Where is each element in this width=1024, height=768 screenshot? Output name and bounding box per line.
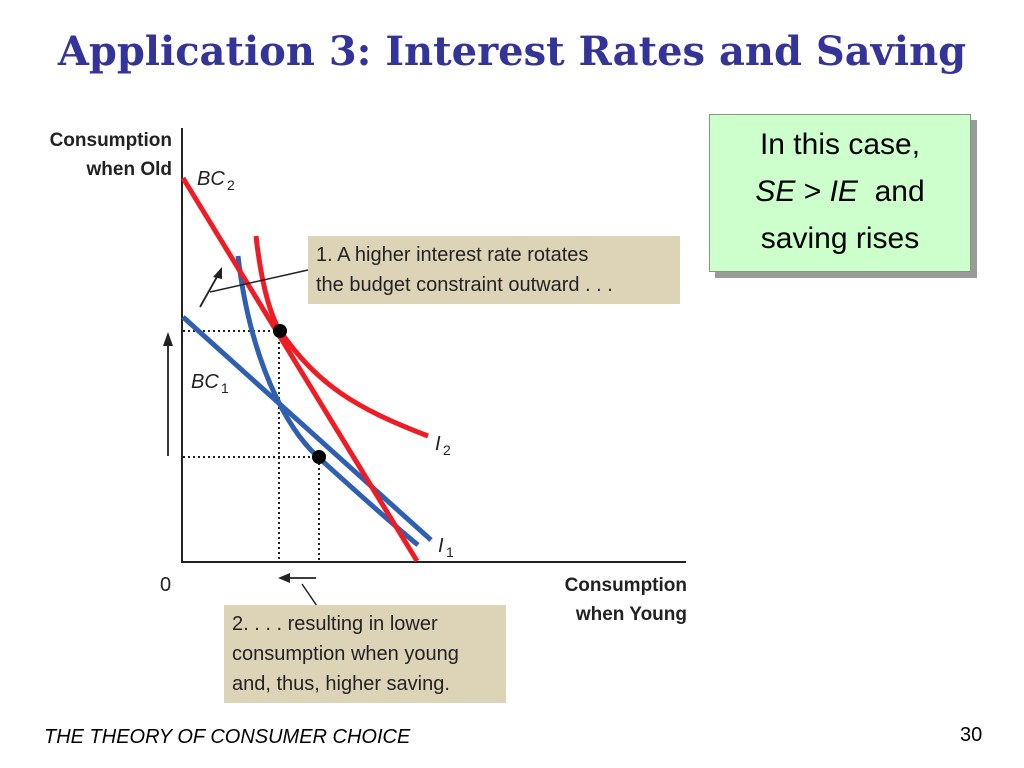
note-line-1: In this case, xyxy=(759,128,921,161)
bc1-label-subscript: 1 xyxy=(221,380,229,396)
page-number: 30 xyxy=(960,724,983,746)
callout-saving-line-3: and, thus, higher saving. xyxy=(232,673,450,695)
bc2-label-subscript: 2 xyxy=(227,177,235,193)
origin-label: 0 xyxy=(160,574,171,596)
budget-line-bc2 xyxy=(180,176,420,563)
bc1-label: BC xyxy=(191,371,219,393)
indifference-curve-i2 xyxy=(253,235,429,439)
i1-label: I xyxy=(438,535,444,557)
y-axis-label-line1: Consumption xyxy=(50,130,172,151)
callout-rotation-line-2: the budget constraint outward . . . xyxy=(316,274,613,296)
callout-saving-line-2: consumption when young xyxy=(232,643,459,665)
i2-label: I xyxy=(435,433,441,455)
intercept-up-arrow-head xyxy=(163,332,173,346)
i2-label-subscript: 2 xyxy=(443,442,451,458)
rotation-arrow-line xyxy=(199,274,219,308)
x-axis-label-line1: Consumption xyxy=(565,575,687,596)
x-axis-label-line2: when Young xyxy=(575,604,687,625)
optimum-point-new xyxy=(273,324,287,338)
callout-rotation: 1. A higher interest rate rotates the bu… xyxy=(308,236,680,304)
optimum-point-old xyxy=(312,450,326,464)
callout-2-connector xyxy=(301,583,318,607)
note-gt: > xyxy=(795,175,830,208)
callout-saving-line-1: 2. . . . resulting in lower xyxy=(232,613,438,635)
budget-line-bc1 xyxy=(181,315,433,542)
callout-1-connector xyxy=(209,269,309,293)
i1-label-subscript: 1 xyxy=(446,544,454,560)
consumption-left-arrow-head xyxy=(278,573,290,583)
note-line-2: SE > IE and xyxy=(710,168,970,215)
note-ie: IE xyxy=(829,175,858,208)
footer-text: THE THEORY OF CONSUMER CHOICE xyxy=(44,726,411,748)
note-line-3: saving rises xyxy=(760,222,920,255)
note-se: SE xyxy=(755,175,796,208)
bc2-label: BC xyxy=(197,168,225,190)
rotation-arrow-head xyxy=(213,267,222,279)
slide-title: Application 3: Interest Rates and Saving xyxy=(57,28,967,75)
y-axis-label-line2: when Old xyxy=(86,159,173,180)
summary-note-box: In this case, SE > IE and saving rises xyxy=(709,114,971,272)
note-and: and xyxy=(857,175,925,208)
callout-saving: 2. . . . resulting in lower consumption … xyxy=(224,605,506,703)
callout-rotation-line-1: 1. A higher interest rate rotates xyxy=(316,244,589,266)
